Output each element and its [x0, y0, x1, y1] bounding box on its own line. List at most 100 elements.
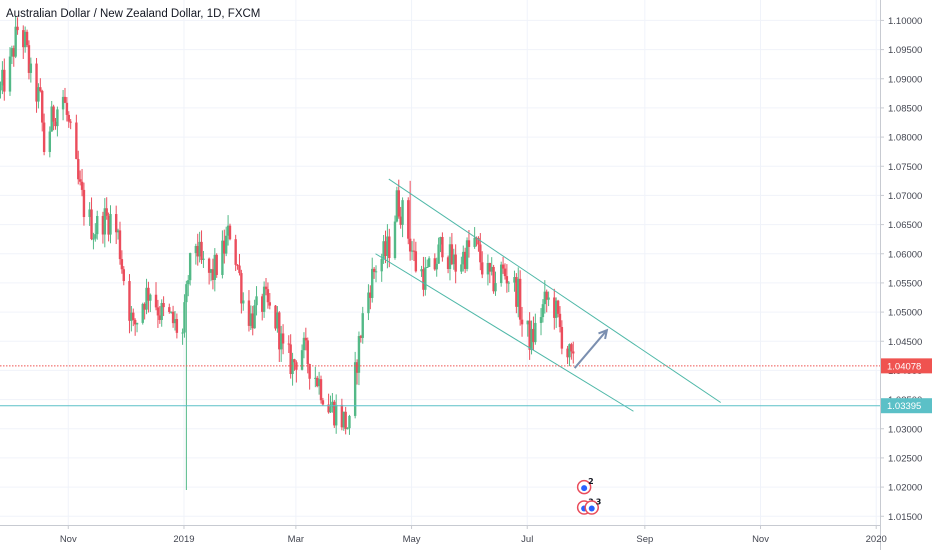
candle-body [486, 262, 490, 275]
candle-body [441, 236, 444, 258]
candles [0, 15, 575, 490]
candle-body [465, 240, 469, 269]
candle-body [261, 296, 264, 312]
candle-body [132, 312, 135, 320]
candle-body [556, 300, 560, 314]
candle-body [135, 322, 139, 325]
flag-icon [588, 505, 595, 512]
candle-body [27, 45, 31, 73]
event-badge-count: 3 [596, 498, 602, 507]
candle-body [397, 190, 400, 217]
candle-body [158, 315, 162, 320]
candle-body [145, 287, 148, 310]
price-tick-label: 1.06000 [888, 249, 922, 260]
price-tick-label: 1.08500 [888, 103, 922, 114]
candle-body [304, 337, 308, 341]
candle-body [109, 214, 112, 235]
time-tick-label: Mar [288, 534, 304, 545]
candle-body [156, 307, 160, 316]
candle-body [3, 69, 6, 92]
candle-body [77, 159, 80, 180]
candle-body [143, 303, 146, 310]
candle-body [175, 319, 179, 333]
candle-body [118, 230, 122, 260]
candle-body [448, 244, 452, 269]
candle-body [452, 254, 455, 265]
candle-body [141, 303, 144, 323]
candle-body [14, 26, 17, 57]
candle-body [369, 292, 372, 298]
candle-body [268, 302, 272, 306]
candle-body [188, 253, 192, 281]
event-badge[interactable]: 2 [576, 477, 594, 495]
candle-body [247, 300, 251, 326]
candle-body [122, 269, 125, 282]
candle-body [334, 404, 338, 426]
candle-body [327, 404, 330, 413]
candle-body [547, 297, 550, 300]
candle-body [78, 179, 82, 182]
candle-body [48, 131, 52, 152]
event-badge[interactable]: 3 [584, 498, 602, 515]
candle-body [422, 269, 425, 290]
flag-icon [581, 485, 588, 492]
price-tick-label: 1.08000 [888, 133, 922, 144]
candle-body [481, 262, 484, 275]
candle-body [63, 96, 67, 103]
candle-body [314, 377, 317, 379]
candle-body [424, 267, 427, 290]
candle-body [558, 313, 562, 328]
candle-body [276, 312, 279, 329]
candle-body [462, 251, 465, 265]
candle-body [543, 291, 547, 305]
candle-body [302, 337, 306, 351]
candle-body [105, 208, 108, 216]
candle-body [410, 250, 414, 252]
candle-body [386, 236, 389, 256]
time-tick-label: Sep [636, 534, 653, 545]
candle-body [42, 122, 46, 152]
candle-body [61, 96, 65, 110]
candle-body [133, 319, 137, 325]
candle-body [266, 289, 270, 303]
event-badges[interactable]: 233 [576, 477, 602, 515]
candle-body [69, 121, 72, 123]
candle-body [253, 305, 256, 329]
candle-body [82, 189, 86, 218]
price-tick-label: 1.03000 [888, 424, 922, 435]
event-badge-count: 2 [588, 477, 594, 486]
candle-body [0, 85, 2, 91]
candle-body [274, 305, 277, 329]
candle-body [278, 312, 281, 350]
candle-body [255, 296, 258, 306]
candle-body [414, 251, 418, 272]
candle-body [200, 241, 203, 260]
candle-body [221, 240, 224, 275]
support-price-tag: 1.03395 [887, 401, 921, 412]
candle-body [295, 362, 298, 370]
candle-body [317, 379, 321, 387]
candle-body [374, 271, 378, 273]
price-tick-label: 1.01500 [888, 512, 922, 523]
price-tick-label: 1.05500 [888, 278, 922, 289]
candle-body [242, 300, 245, 304]
candle-body [22, 30, 25, 48]
candle-body [202, 258, 205, 260]
candle-body [479, 244, 482, 263]
candle-body [517, 278, 520, 307]
candle-body [35, 63, 38, 102]
candle-body [382, 241, 385, 259]
time-scale[interactable]: Nov 2019 Mar May Jul Sep Nov 2020 [60, 525, 887, 545]
price-tick-label: 1.09000 [888, 74, 922, 85]
candle-body [380, 258, 383, 272]
candle-body [473, 237, 476, 247]
candle-body [262, 286, 266, 312]
candle-body [234, 239, 237, 265]
candle-body [401, 200, 404, 225]
candle-body [446, 257, 450, 269]
time-tick-label: 2020 [866, 534, 887, 545]
candle-body [39, 87, 42, 91]
candle-body [162, 303, 165, 308]
candle-body [185, 284, 188, 303]
